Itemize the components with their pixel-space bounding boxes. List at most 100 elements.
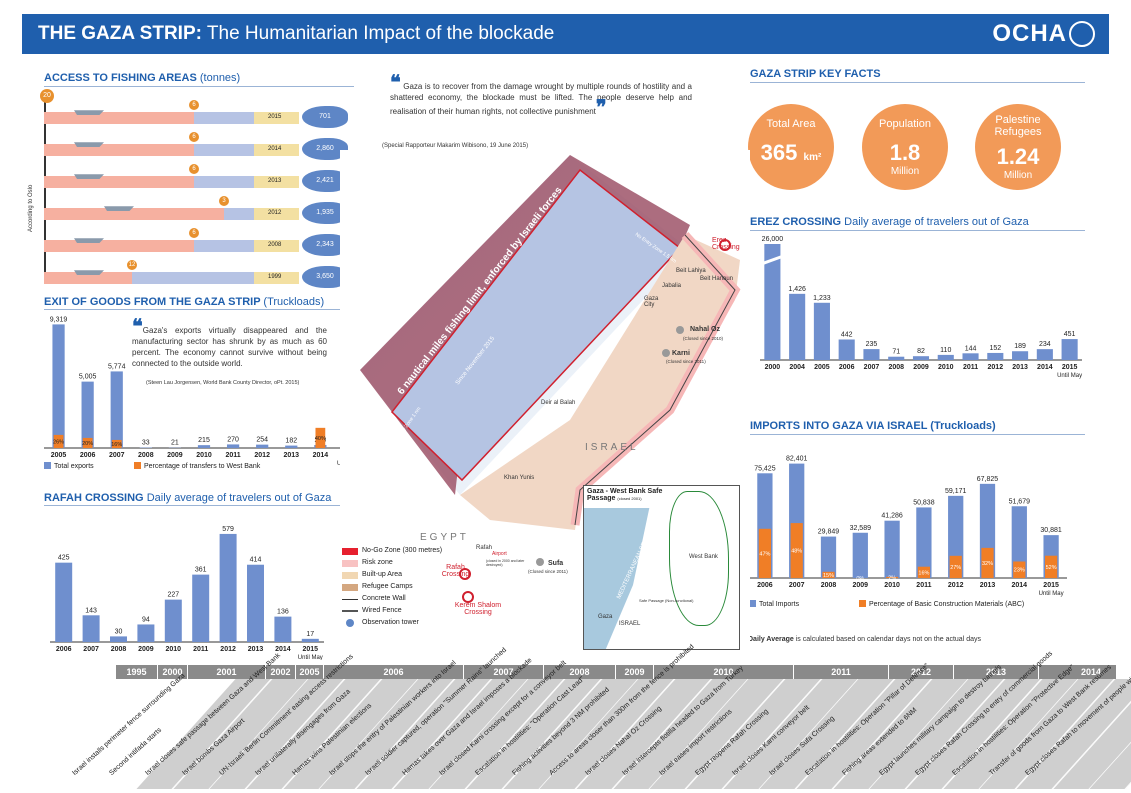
erez-title: EREZ CROSSING Daily average of travelers… [750, 216, 1029, 228]
divider [44, 505, 354, 506]
bar-value-label: 17 [306, 631, 314, 638]
timeline-year: 1995 [116, 665, 158, 679]
bar-value-label: 189 [1014, 343, 1026, 350]
bar [962, 353, 979, 360]
x-tick-label: 2006 [757, 582, 773, 589]
x-tick-label: 2006 [839, 364, 855, 371]
nahal-oz-note: (Closed since 2010) [683, 336, 724, 341]
bar [820, 536, 837, 578]
fishing-limit-marker: 6 [189, 228, 199, 238]
pct-label: 40% [315, 436, 326, 442]
quote-un-source: (Special Rapporteur Makarim Wibisono, 19… [382, 143, 529, 149]
fishing-band-restricted [194, 176, 254, 188]
fishing-row: 3 2012 1,935 [44, 196, 359, 224]
pct-label: 47% [759, 551, 770, 557]
refugees-unit: Million [1003, 170, 1033, 181]
bar [764, 244, 781, 360]
divider [44, 86, 354, 87]
fishing-band-year [254, 112, 299, 124]
divider [750, 434, 1085, 435]
bar [192, 574, 210, 642]
bar [888, 356, 905, 360]
sufa-icon [536, 558, 544, 566]
timeline-year: 2011 [794, 665, 889, 679]
x-tick-label: 2014 [1037, 364, 1053, 371]
fishing-limit-marker: 3 [219, 196, 229, 206]
bar-value-label: 425 [58, 555, 70, 562]
bar-value-label: 26,000 [762, 236, 784, 243]
pct-bar [1044, 555, 1058, 578]
bar [937, 354, 954, 360]
fishing-band-access [44, 208, 224, 220]
rafah-title: RAFAH CROSSING Daily average of traveler… [44, 492, 332, 504]
timeline-year: 2000 [158, 665, 188, 679]
x-tick-label: 2008 [888, 364, 904, 371]
pct-bar [981, 547, 994, 578]
place-jabalia: Jabalia [662, 283, 682, 289]
bar-value-label: 579 [222, 526, 234, 533]
fish-icon: 2,343 [302, 234, 348, 256]
rafah-crossing-icon [459, 568, 471, 580]
boat-icon [74, 174, 104, 179]
inset-israel: ISRAEL [619, 621, 641, 627]
bar-value-label: 414 [250, 557, 262, 564]
israel-label: ISRAEL [585, 442, 639, 453]
bar [52, 324, 65, 448]
imports-title: IMPORTS INTO GAZA VIA ISRAEL (Truckloads… [750, 420, 996, 432]
fishing-band-restricted [194, 144, 254, 156]
pct-label: 2% [888, 575, 896, 581]
x-tick-label: 2013 [980, 582, 996, 589]
legend-label: Total exports [54, 463, 94, 470]
area-value: 365 km² [760, 140, 822, 165]
boat-icon [74, 238, 104, 243]
fishing-band-restricted [132, 272, 254, 284]
rafah-crossing-label: Rafah Crossing [441, 564, 470, 578]
bar-value-label: 30 [115, 628, 123, 635]
bar-value-label: 29,849 [818, 529, 840, 536]
timeline-year: 2013 [954, 665, 1039, 679]
bar [884, 520, 900, 578]
place-beit-lahiya: Beit Lahiya [676, 268, 706, 274]
bar [247, 564, 264, 642]
airport-label: Airport [492, 551, 507, 557]
x-tick-label: 2012 [220, 646, 236, 653]
bar [110, 371, 123, 448]
pct-bar [917, 566, 931, 578]
nahal-oz-label: Nahal Oz [690, 326, 720, 333]
header-bar: THE GAZA STRIP: The Humanitarian Impact … [22, 14, 1109, 54]
bar-value-label: 21 [171, 440, 179, 447]
population-label: Population [879, 118, 931, 130]
population-value: 1.8 [889, 140, 921, 165]
legend-label: Percentage of transfers to West Bank [144, 463, 261, 470]
x-tick-label: 2004 [789, 364, 805, 371]
west-bank-outline [669, 491, 729, 626]
pct-label: 26% [53, 439, 64, 445]
bar [164, 599, 182, 642]
fishing-band-access [44, 112, 194, 124]
timeline-year: 2001 [188, 665, 266, 679]
bar [285, 445, 298, 448]
legend-built-up: Built-up Area [342, 570, 442, 582]
bar [1012, 351, 1029, 360]
place-khan-yunis: Khan Yunis [504, 475, 535, 481]
quote-un: ❝ Gaza is to recover from the damage wro… [390, 72, 692, 119]
fishing-row: 6 2015 701 [44, 100, 359, 128]
until-may-label: Until May [1057, 373, 1082, 379]
pct-label: 27% [950, 565, 961, 571]
boat-icon [74, 110, 104, 115]
bar [219, 533, 237, 642]
sufa-note: (Closed since 2011) [528, 569, 568, 574]
bar [274, 616, 292, 642]
bar-value-label: 1,426 [788, 286, 806, 293]
bar [1036, 349, 1053, 360]
legend-concrete-wall: Concrete Wall [342, 594, 442, 606]
bar [137, 624, 155, 642]
x-tick-label: 2006 [80, 452, 96, 459]
fishing-limit-marker: 12 [127, 260, 137, 270]
fishing-band-year [254, 176, 299, 188]
fishing-year: 2013 [268, 178, 282, 184]
pct-bar [53, 434, 64, 448]
x-tick-label: 2012 [254, 452, 270, 459]
fishing-row: 6 2013 2,421 [44, 164, 359, 192]
bar-value-label: 59,171 [945, 488, 967, 495]
